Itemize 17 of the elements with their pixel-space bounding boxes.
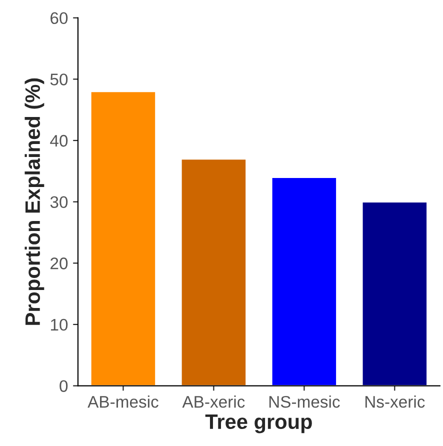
bar <box>361 201 428 386</box>
bar <box>90 90 156 386</box>
bar <box>270 176 338 386</box>
y-tick-label: 20 <box>50 258 68 270</box>
x-tick-label: AB-mesic <box>88 396 158 408</box>
x-tick-label: Ns-xeric <box>365 396 425 408</box>
x-tick-label: NS-mesic <box>269 396 340 408</box>
x-axis-title: Tree group <box>205 414 312 434</box>
y-tick-label: 40 <box>50 134 68 147</box>
y-tick-label: 60 <box>50 12 68 24</box>
y-tick-label: 30 <box>50 196 68 208</box>
y-axis-title: Proportion Explained (%) <box>24 78 44 325</box>
bar <box>180 158 247 386</box>
y-tick-label: 10 <box>50 318 68 331</box>
y-tick-label: 50 <box>50 74 68 86</box>
x-tick-label: AB-xeric <box>182 396 245 408</box>
y-tick-label: 0 <box>60 380 68 392</box>
